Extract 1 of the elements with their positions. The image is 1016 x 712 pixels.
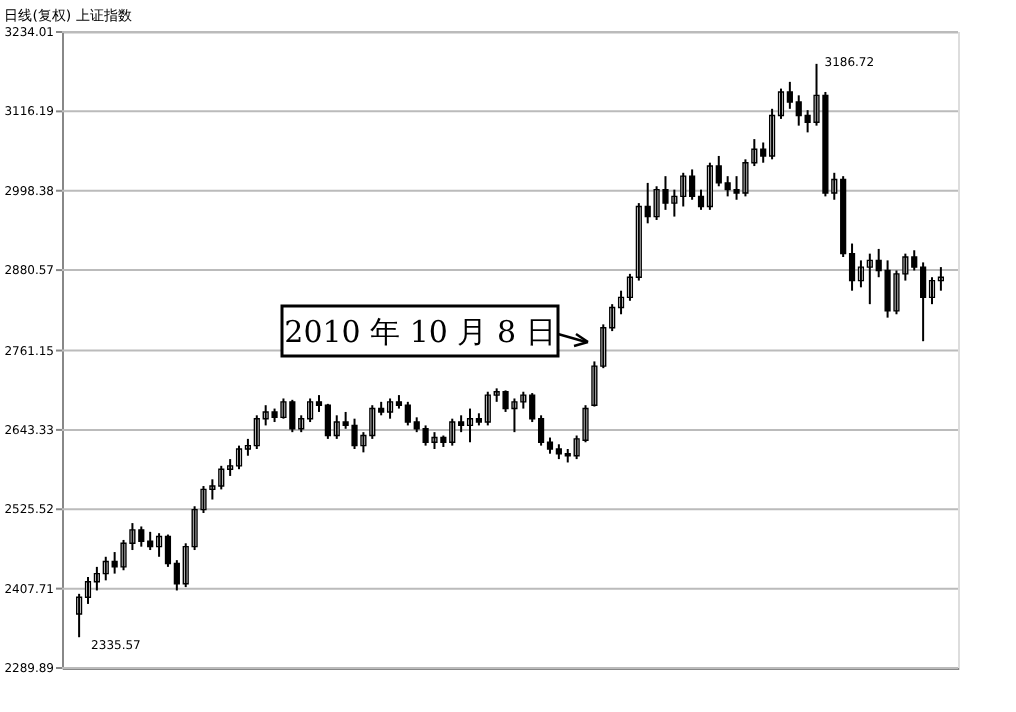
annotation: 2010 年 10 月 8 日: [284, 314, 556, 350]
